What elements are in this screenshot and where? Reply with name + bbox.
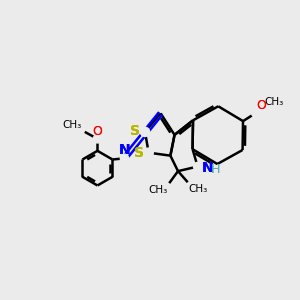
Text: N: N xyxy=(202,161,213,175)
Text: O: O xyxy=(92,125,102,138)
Circle shape xyxy=(194,162,202,171)
Text: CH₃: CH₃ xyxy=(189,184,208,194)
Text: S: S xyxy=(134,146,144,160)
Circle shape xyxy=(93,135,102,143)
Text: N: N xyxy=(119,143,131,157)
Text: N: N xyxy=(119,143,131,157)
Text: N: N xyxy=(202,161,213,175)
Text: S: S xyxy=(130,124,140,138)
Text: S: S xyxy=(130,124,140,138)
Text: O: O xyxy=(92,125,102,138)
Circle shape xyxy=(252,109,260,117)
Text: O: O xyxy=(256,99,266,112)
Text: CH₃: CH₃ xyxy=(149,185,168,195)
Circle shape xyxy=(144,148,153,157)
Text: O: O xyxy=(256,99,266,112)
Text: S: S xyxy=(134,146,144,160)
Circle shape xyxy=(120,154,129,163)
Circle shape xyxy=(140,127,150,136)
Text: CH₃: CH₃ xyxy=(265,97,284,106)
Text: H: H xyxy=(211,164,220,176)
Text: CH₃: CH₃ xyxy=(63,120,82,130)
Text: H: H xyxy=(211,164,220,176)
